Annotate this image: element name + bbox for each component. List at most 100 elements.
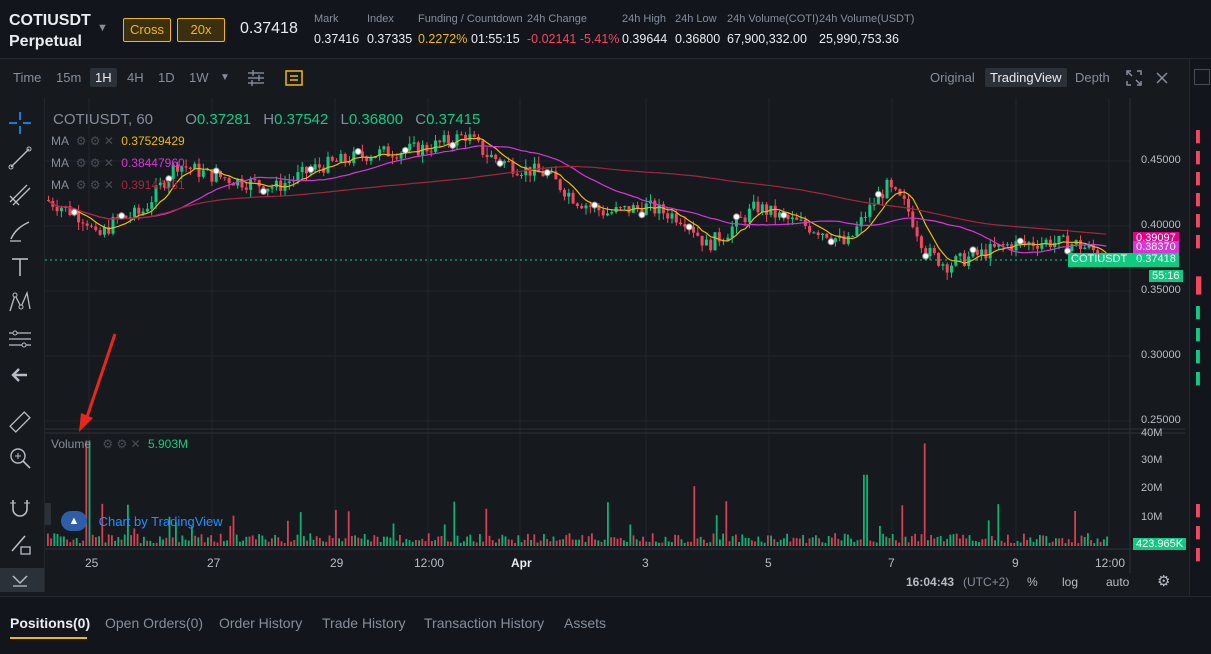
tab-transaction-history[interactable]: Transaction History	[424, 615, 545, 631]
signal-dot	[401, 146, 409, 154]
text-icon[interactable]	[7, 254, 33, 280]
fullscreen-icon[interactable]	[1123, 67, 1145, 89]
volume-bar	[882, 533, 884, 546]
interval-1d[interactable]: 1D	[158, 70, 175, 85]
volume-bar	[847, 534, 849, 546]
volume-bar	[843, 533, 846, 546]
interval-15m[interactable]: 15m	[56, 70, 82, 85]
volume-bar	[523, 539, 526, 546]
volume-bar	[53, 533, 56, 546]
volume-bar	[360, 538, 363, 546]
volume-bar	[715, 515, 718, 546]
measure-icon[interactable]	[7, 326, 33, 352]
fib-icon[interactable]	[7, 182, 33, 208]
interval-4h[interactable]: 4H	[127, 70, 144, 85]
volume-bar	[779, 539, 782, 546]
chevron-down-icon[interactable]: ▼	[97, 22, 108, 34]
candle-body	[343, 153, 347, 162]
auto-toggle[interactable]: auto	[1106, 575, 1130, 589]
volume-bar	[1099, 541, 1102, 546]
ruler-icon[interactable]	[7, 409, 33, 435]
volume-bar	[72, 539, 75, 546]
chart-type-icon[interactable]	[283, 67, 305, 89]
zoom-icon[interactable]	[7, 445, 33, 471]
volume-bar	[1032, 541, 1035, 546]
candle-body	[907, 198, 910, 212]
tradingview-watermark[interactable]: ▲ Chart by TradingView	[61, 511, 223, 531]
close-icon[interactable]	[1151, 67, 1173, 89]
signal-dot	[1016, 237, 1024, 245]
last-price-tag-value: 0.37418	[1136, 253, 1176, 265]
tab-assets[interactable]: Assets	[564, 615, 607, 631]
volume-bar	[431, 541, 433, 546]
log-toggle[interactable]: log	[1062, 575, 1079, 589]
volume-bar	[1013, 542, 1016, 546]
candle-body	[618, 207, 622, 209]
volume-bar	[776, 541, 779, 546]
candle-body	[145, 208, 149, 212]
volume-bar	[200, 534, 203, 546]
volume-value: 5.903M	[147, 437, 188, 451]
interval-1w[interactable]: 1W	[189, 70, 209, 85]
volume-bar	[139, 543, 142, 546]
volume-bar	[763, 542, 766, 546]
volume-bar	[1058, 538, 1060, 546]
volume-controls-icon[interactable]: ⚙ ⚙ ✕	[102, 437, 141, 451]
interval-1h[interactable]: 1H	[90, 68, 117, 87]
vol-usdt-label: 24h Volume(USDT)	[819, 13, 915, 25]
volume-bar	[815, 535, 817, 546]
ma99-controls-icon[interactable]: ⚙ ⚙ ✕	[75, 178, 114, 192]
volume-bar	[264, 539, 267, 546]
price-chart[interactable]: COTIUSDT, 60 O0.37281 H0.37542 L0.36800 …	[41, 98, 1187, 590]
volume-bar	[277, 537, 280, 546]
tab-order-history[interactable]: Order History	[219, 615, 303, 631]
percent-toggle[interactable]: %	[1027, 575, 1038, 589]
view-tradingview[interactable]: TradingView	[985, 68, 1067, 87]
candle-body	[980, 249, 984, 255]
crosshair-icon[interactable]	[7, 110, 33, 136]
candle-body	[937, 252, 941, 266]
volume-bar	[818, 538, 820, 546]
volume-bar	[623, 540, 625, 546]
candle-body	[459, 134, 463, 136]
tab-positions[interactable]: Positions(0)	[10, 615, 91, 631]
volume-bar	[888, 538, 891, 546]
chart-timezone[interactable]: (UTC+2)	[963, 575, 1010, 589]
volume-bar	[1019, 542, 1022, 546]
interval-time[interactable]: Time	[13, 70, 42, 85]
view-depth[interactable]: Depth	[1075, 70, 1110, 85]
funding-label: Funding / Countdown	[418, 13, 523, 25]
lock-pencil-icon[interactable]	[7, 531, 33, 557]
trend-line-icon[interactable]	[7, 145, 33, 171]
margin-mode-button[interactable]: Cross	[123, 18, 171, 42]
eye-toggle[interactable]	[0, 568, 44, 592]
candle-body	[700, 235, 704, 246]
settings-icon[interactable]: ⚙	[1157, 573, 1171, 590]
view-original[interactable]: Original	[930, 70, 975, 85]
chart-canvas[interactable]	[41, 98, 1185, 573]
leverage-button[interactable]: 20x	[177, 18, 225, 42]
magnet-icon[interactable]	[7, 495, 33, 521]
volume-bar	[811, 537, 814, 546]
volume-bar	[674, 534, 676, 546]
back-arrow-icon[interactable]	[7, 362, 33, 388]
ma7-controls-icon[interactable]: ⚙ ⚙ ✕	[75, 134, 114, 148]
indicators-icon[interactable]	[245, 67, 267, 89]
layout-icon[interactable]	[1194, 69, 1210, 85]
volume-bar	[575, 539, 577, 546]
symbol-selector[interactable]: COTIUSDT Perpetual	[9, 10, 91, 52]
pattern-icon[interactable]	[7, 289, 33, 315]
candle-body	[739, 216, 743, 218]
ma25-controls-icon[interactable]: ⚙ ⚙ ✕	[75, 156, 114, 170]
volume-bar	[971, 540, 974, 546]
volume-bar	[328, 535, 331, 546]
candle-body	[958, 253, 962, 257]
tab-trade-history[interactable]: Trade History	[322, 615, 406, 631]
candle-body	[180, 166, 184, 172]
interval-dropdown-icon[interactable]: ▼	[220, 72, 230, 83]
volume-bar	[411, 541, 414, 546]
tab-open-orders[interactable]: Open Orders(0)	[105, 615, 204, 631]
volume-bar	[415, 539, 417, 546]
brush-icon[interactable]	[7, 218, 33, 244]
candle-body	[472, 134, 476, 137]
